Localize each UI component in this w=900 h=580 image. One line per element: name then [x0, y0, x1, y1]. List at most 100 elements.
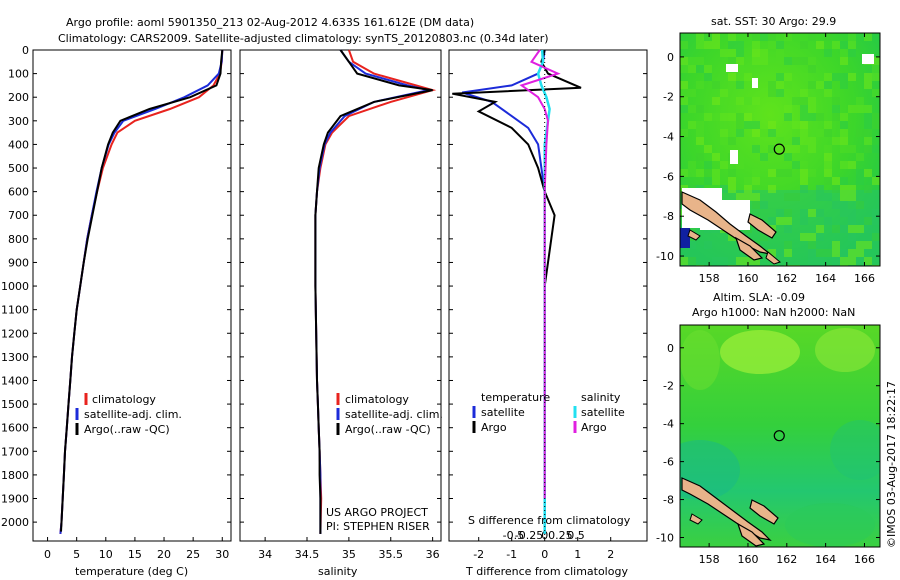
- x-tick-label: 30: [215, 548, 229, 561]
- sst-pixel: [728, 177, 736, 185]
- sst-pixel: [736, 153, 744, 161]
- sst-pixel: [864, 129, 872, 137]
- sst-pixel: [728, 185, 736, 193]
- sst-pixel: [704, 65, 712, 73]
- sst-pixel: [680, 105, 688, 113]
- sst-pixel: [800, 177, 808, 185]
- sst-pixel: [824, 169, 832, 177]
- sst-pixel: [800, 145, 808, 153]
- sst-pixel: [816, 225, 824, 233]
- depth-tick-label: 0: [22, 44, 29, 57]
- sst-pixel: [816, 41, 824, 49]
- s-tick-label: 0.5: [567, 529, 585, 542]
- sst-pixel: [792, 97, 800, 105]
- s-tick-label: 0.25: [548, 529, 573, 542]
- sst-pixel: [744, 73, 752, 81]
- sst-pixel: [720, 129, 728, 137]
- sst-pixel: [720, 121, 728, 129]
- sst-pixel: [864, 185, 872, 193]
- sst-pixel: [728, 49, 736, 57]
- project-note-line2: PI: STEPHEN RISER: [326, 520, 430, 533]
- sst-pixel: [736, 97, 744, 105]
- sst-pixel: [760, 233, 768, 241]
- sst-pixel: [856, 177, 864, 185]
- sst-pixel: [800, 217, 808, 225]
- sla-map-field: [680, 325, 880, 547]
- sst-pixel: [728, 33, 736, 41]
- legend-t-argo-label: Argo: [481, 421, 507, 434]
- sst-pixel: [832, 97, 840, 105]
- sst-pixel: [808, 33, 816, 41]
- sst-pixel: [800, 113, 808, 121]
- sst-pixel: [824, 145, 832, 153]
- sst-pixel: [752, 257, 760, 265]
- sst-pixel: [680, 97, 688, 105]
- salinity-legend: climatology satellite-adj. clim. Argo(..…: [336, 393, 443, 436]
- sst-pixel: [840, 257, 848, 265]
- sst-pixel: [680, 81, 688, 89]
- series-line-satellite-adj-clim-: [59, 49, 224, 534]
- depth-tick-label: 200: [8, 91, 29, 104]
- sst-pixel: [752, 193, 760, 201]
- sst-pixel: [840, 145, 848, 153]
- sst-pixel: [872, 89, 880, 97]
- sst-pixel: [848, 225, 856, 233]
- sst-pixel: [696, 81, 704, 89]
- series-line-satellite-adj-clim-: [314, 49, 429, 534]
- sst-pixel: [840, 177, 848, 185]
- sst-pixel: [720, 161, 728, 169]
- sst-pixel: [840, 137, 848, 145]
- sst-pixel: [816, 185, 824, 193]
- sst-pixel: [784, 217, 792, 225]
- sst-pixel: [776, 169, 784, 177]
- sst-pixel: [736, 121, 744, 129]
- sst-pixel: [728, 137, 736, 145]
- legend-t-satellite-label: satellite: [481, 406, 525, 419]
- sst-pixel: [784, 169, 792, 177]
- sst-pixel: [856, 105, 864, 113]
- sst-pixel: [688, 65, 696, 73]
- sst-pixel: [808, 137, 816, 145]
- sst-pixel: [768, 185, 776, 193]
- sst-pixel: [832, 105, 840, 113]
- sst-pixel: [800, 105, 808, 113]
- series-line-temperature-argo: [452, 49, 582, 534]
- sst-pixel: [744, 121, 752, 129]
- project-note-line1: US ARGO PROJECT: [326, 506, 428, 519]
- sst-pixel: [704, 41, 712, 49]
- sst-pixel: [848, 193, 856, 201]
- sst-pixel: [712, 153, 720, 161]
- map-x-tick-label: 166: [854, 553, 875, 566]
- map-x-tick-label: 166: [854, 272, 875, 285]
- sst-pixel: [704, 33, 712, 41]
- sst-pixel: [688, 257, 696, 265]
- sst-pixel: [768, 169, 776, 177]
- sst-pixel: [864, 169, 872, 177]
- sst-pixel: [752, 177, 760, 185]
- sst-pixel: [856, 201, 864, 209]
- sst-pixel: [824, 49, 832, 57]
- sst-pixel: [856, 241, 864, 249]
- map-x-tick-label: 160: [737, 272, 758, 285]
- legend-satellite-label: satellite-adj. clim.: [345, 408, 443, 421]
- depth-tick-label: 500: [8, 162, 29, 175]
- sst-pixel: [792, 145, 800, 153]
- sst-pixel: [808, 169, 816, 177]
- series-line-climatology: [314, 49, 437, 534]
- sst-pixel: [832, 257, 840, 265]
- sst-pixel: [720, 257, 728, 265]
- sst-pixel: [720, 97, 728, 105]
- sst-pixel: [728, 57, 736, 65]
- sst-pixel: [816, 209, 824, 217]
- sst-map-title: sat. SST: 30 Argo: 29.9: [711, 15, 836, 28]
- legend-s-argo-label: Argo: [581, 421, 607, 434]
- sst-pixel: [696, 65, 704, 73]
- sst-pixel: [712, 41, 720, 49]
- sst-pixel: [872, 177, 880, 185]
- sst-pixel: [744, 177, 752, 185]
- sst-pixel: [840, 49, 848, 57]
- map-y-tick-label: -4: [663, 131, 674, 144]
- map-y-tick-label: -6: [663, 456, 674, 469]
- sst-pixel: [840, 113, 848, 121]
